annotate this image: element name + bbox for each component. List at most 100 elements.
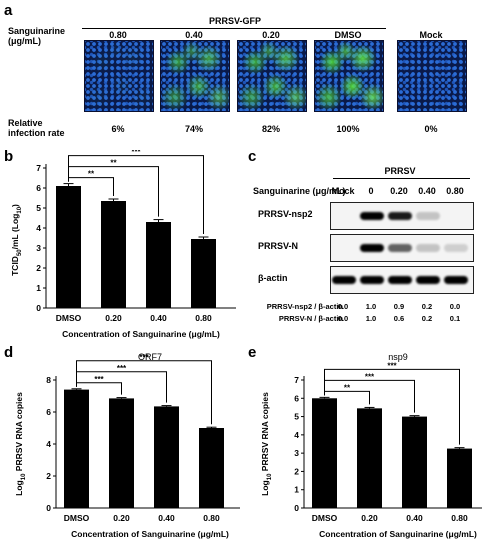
rate-label: Relative infection rate — [8, 118, 78, 138]
y-tick-label: 7 — [36, 163, 41, 173]
significance-bracket — [68, 155, 204, 234]
rate-value: 0% — [424, 124, 438, 134]
x-tick-label: 0.40 — [158, 513, 175, 523]
y-axis-label: Log10 PRRSV RNA copies — [260, 392, 273, 496]
x-axis-label: Concentration of Sanguinarine (μg/mL) — [319, 529, 477, 539]
y-tick-label: 8 — [46, 375, 51, 385]
rate-value: 6% — [111, 124, 125, 134]
column-label: 0.20 — [262, 30, 280, 40]
x-tick-label: 0.20 — [361, 513, 378, 523]
significance-label: ** — [344, 383, 351, 392]
chart-title: nsp9 — [388, 352, 408, 362]
fluorescence-micrograph — [314, 40, 384, 112]
quant-value: 0.0 — [449, 302, 461, 311]
significance-bracket — [76, 360, 212, 425]
bar — [56, 186, 81, 308]
y-tick-label: 5 — [294, 412, 299, 422]
quant-label: PRRSV-N / β-actin — [278, 314, 343, 323]
y-tick-label: 6 — [294, 393, 299, 403]
quant-label: PRRSV-nsp2 / β-actin — [266, 302, 343, 311]
fluorescence-micrograph — [397, 40, 467, 112]
panel-letter-c: c — [248, 148, 257, 165]
bar — [154, 406, 179, 508]
quant-value: 0.0 — [337, 314, 349, 323]
treatment-label-line2: (μg/mL) — [8, 36, 41, 46]
y-tick-label: 0 — [36, 303, 41, 313]
quant-value: 0.6 — [393, 314, 405, 323]
quant-value: 1.0 — [365, 314, 377, 323]
blot-band — [360, 212, 384, 220]
bar — [146, 222, 171, 308]
bar — [357, 408, 382, 508]
fluorescence-micrograph — [160, 40, 230, 112]
column-label: 0.80 — [109, 30, 127, 40]
bar — [447, 448, 472, 508]
x-tick-label: 0.80 — [451, 513, 468, 523]
y-tick-label: 4 — [36, 223, 41, 233]
blot-band — [416, 244, 440, 252]
treatment-label-line1: Sanguinarine — [8, 26, 66, 36]
fluorescence-micrograph — [84, 40, 154, 112]
significance-label: *** — [139, 353, 149, 362]
panel-letter-d: d — [4, 344, 14, 361]
rate-value: 74% — [184, 124, 203, 134]
lane-label: 0.40 — [418, 186, 436, 196]
panel-letter-a: a — [4, 2, 13, 19]
gfp-signal — [85, 41, 153, 111]
bar — [101, 201, 126, 308]
lane-label: 0.80 — [446, 186, 464, 196]
y-tick-label: 4 — [294, 430, 299, 440]
y-tick-label: 0 — [294, 503, 299, 513]
blot-band — [416, 212, 440, 220]
significance-label: *** — [117, 364, 127, 373]
y-axis-label: Log10 PRRSV RNA copies — [14, 392, 27, 496]
y-tick-label: 2 — [36, 263, 41, 273]
bar — [312, 398, 337, 508]
bar — [109, 398, 134, 508]
blot-membrane — [330, 234, 474, 262]
lane-label: 0.20 — [390, 186, 408, 196]
prrsv-label: PRRSV — [384, 166, 416, 176]
significance-label: *** — [131, 150, 141, 157]
significance-label: ** — [88, 170, 95, 179]
blot-band — [388, 276, 412, 284]
blot-band — [416, 276, 440, 284]
bar — [199, 428, 224, 508]
column-label: DMSO — [334, 30, 362, 40]
x-tick-label: 0.80 — [195, 313, 212, 323]
rate-label-line1: Relative — [8, 118, 43, 128]
x-tick-label: DMSO — [56, 313, 82, 323]
x-tick-label: 0.80 — [203, 513, 220, 523]
x-tick-label: 0.40 — [150, 313, 167, 323]
y-tick-label: 1 — [36, 283, 41, 293]
nuclei-stain — [398, 41, 466, 111]
y-tick-label: 6 — [36, 183, 41, 193]
y-tick-label: 1 — [294, 485, 299, 495]
bar — [402, 416, 427, 508]
rate-label-line2: infection rate — [8, 128, 65, 138]
x-axis-label: Concentration of Sanguinarine (μg/mL) — [62, 329, 220, 339]
significance-bracket — [324, 368, 460, 445]
nuclei-stain — [85, 41, 153, 111]
blot-band — [360, 244, 384, 252]
significance-label: ** — [110, 159, 117, 168]
column-label: 0.40 — [185, 30, 203, 40]
blot-band — [360, 276, 384, 284]
quant-value: 0.2 — [421, 314, 433, 323]
lane-label: 0 — [368, 186, 374, 196]
bar — [191, 239, 216, 308]
virus-label: PRRSV-GFP — [208, 16, 261, 26]
quant-value: 0.0 — [337, 302, 349, 311]
y-axis-label: TCID50/mL (Log10) — [10, 204, 23, 276]
blot-band — [332, 276, 356, 284]
quant-value: 0.1 — [449, 314, 461, 323]
blot-band — [388, 212, 412, 220]
x-tick-label: 0.40 — [406, 513, 423, 523]
blot-membrane — [330, 202, 474, 230]
x-tick-label: 0.20 — [113, 513, 130, 523]
y-tick-label: 4 — [46, 439, 51, 449]
x-tick-label: 0.20 — [105, 313, 122, 323]
gfp-signal — [315, 41, 383, 111]
